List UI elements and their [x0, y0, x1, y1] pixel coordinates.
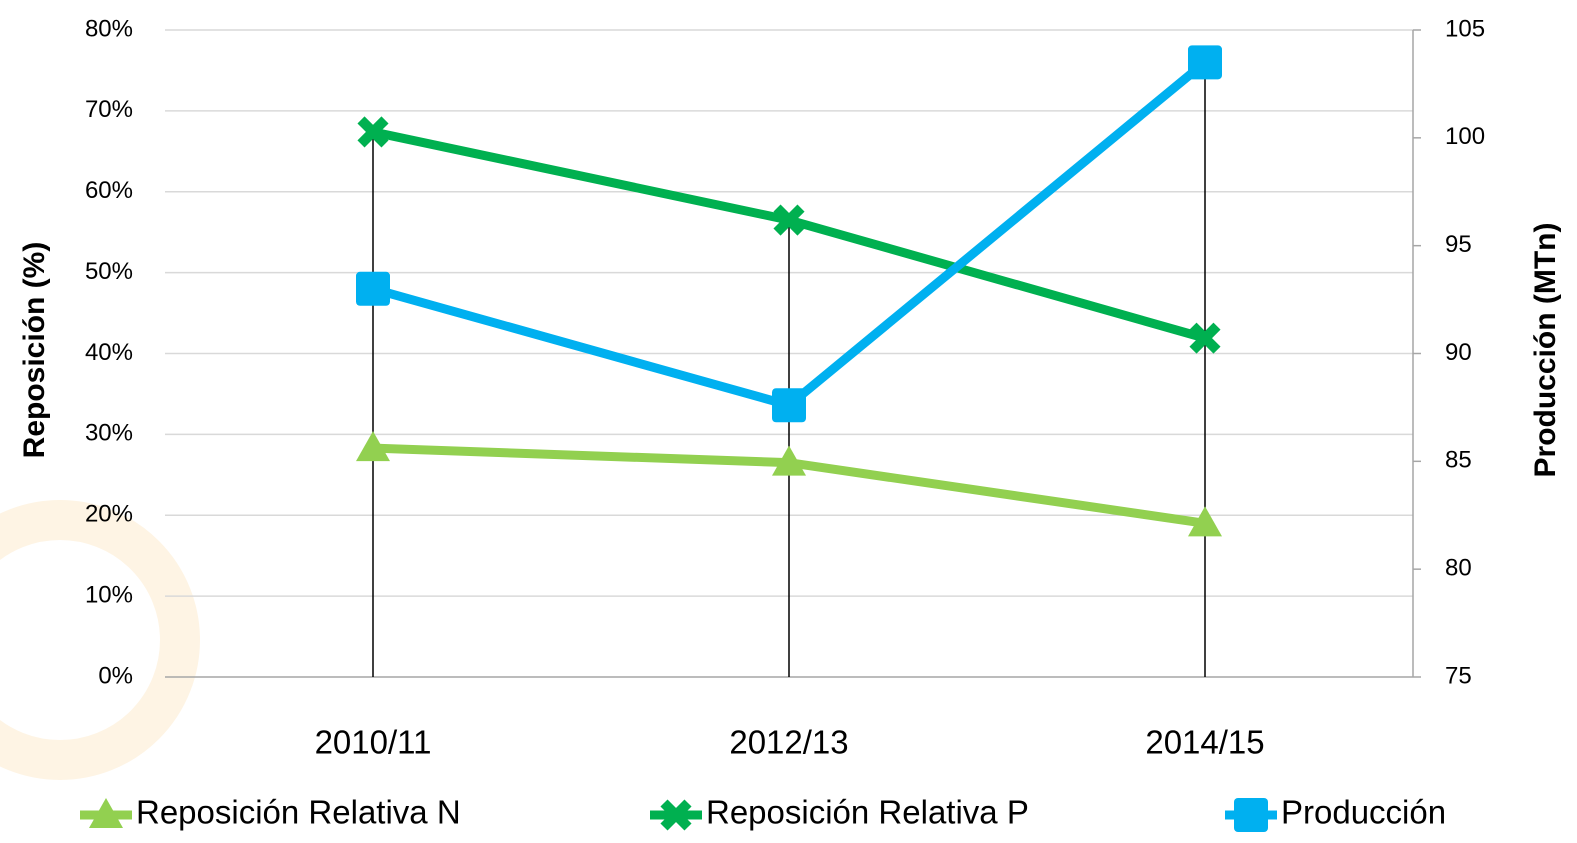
marker: [357, 116, 389, 148]
y-tick-label: 10%: [85, 581, 133, 608]
y2-tick-label: 75: [1445, 662, 1472, 689]
y2-tick-label: 95: [1445, 231, 1472, 258]
legend-label: Producción: [1281, 794, 1446, 831]
y2-tick-label: 105: [1445, 15, 1485, 42]
marker: [772, 388, 806, 423]
watermark: [0, 500, 200, 780]
legend-label: Reposición Relativa P: [706, 794, 1029, 831]
y-tick-label: 0%: [98, 662, 133, 689]
y2-tick-label: 85: [1445, 447, 1472, 474]
y2-tick-label: 80: [1445, 555, 1472, 582]
y-axis-title: Reposición (%): [18, 242, 51, 459]
y-tick-label: 70%: [85, 96, 133, 123]
x-tick-label: 2012/13: [729, 724, 848, 761]
y2-axis-title: Producción (MTn): [1529, 223, 1562, 478]
y-tick-label: 60%: [85, 177, 133, 204]
marker: [1234, 798, 1268, 832]
y-tick-label: 40%: [85, 339, 133, 366]
y-tick-label: 80%: [85, 15, 133, 42]
legend-item: Producción: [1225, 794, 1446, 832]
y-tick-label: 20%: [85, 501, 133, 528]
marker: [772, 445, 806, 476]
y-tick-label: 30%: [85, 420, 133, 447]
y2-tick-label: 100: [1445, 123, 1485, 150]
marker: [660, 799, 692, 831]
y-tick-label: 50%: [85, 258, 133, 285]
marker: [1188, 506, 1222, 537]
marker: [1188, 45, 1222, 80]
marker: [773, 204, 805, 236]
y2-tick-label: 90: [1445, 339, 1472, 366]
legend-item: Reposición Relativa P: [650, 794, 1029, 831]
legend-item: Reposición Relativa N: [80, 794, 461, 831]
x-tick-label: 2014/15: [1145, 724, 1264, 761]
marker: [356, 431, 390, 462]
marker: [356, 271, 390, 306]
marker: [1189, 322, 1221, 354]
legend-label: Reposición Relativa N: [136, 794, 461, 831]
x-tick-label: 2010/11: [315, 724, 432, 761]
marker: [89, 798, 123, 828]
